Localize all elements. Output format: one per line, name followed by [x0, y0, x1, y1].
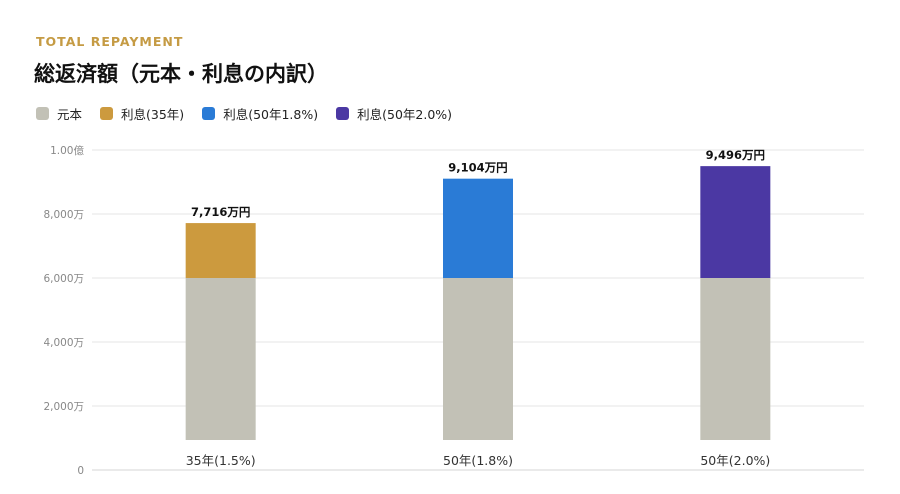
legend-label: 利息(50年2.0%)	[357, 107, 453, 122]
y-tick-label: 6,000万	[43, 273, 84, 285]
y-tick-label: 0	[77, 465, 84, 477]
legend-swatch	[202, 107, 216, 120]
chart-title: 総返済額（元本・利息の内訳）	[34, 62, 328, 86]
legend-item-principal: 元本	[36, 104, 82, 123]
bar-segment	[443, 178, 513, 278]
legend-label: 利息(50年1.8%)	[223, 107, 319, 122]
legend-item-interest-50y-1-8: 利息(50年1.8%)	[202, 104, 318, 123]
legend-item-interest-35y: 利息(35年)	[100, 104, 184, 123]
y-tick-label: 1.00億	[50, 144, 84, 157]
bar-total-label: 9,104万円	[448, 161, 507, 175]
bar-segment	[700, 166, 771, 278]
bar-segment	[443, 278, 513, 440]
legend-label: 利息(35年)	[121, 107, 185, 122]
bar-segment	[185, 278, 256, 440]
bar-segment	[185, 223, 256, 278]
bar-segment	[700, 278, 771, 440]
x-category-label: 50年(1.8%)	[443, 453, 513, 468]
bar-total-label: 9,496万円	[706, 148, 765, 162]
bar-total-label: 7,716万円	[191, 205, 250, 219]
x-category-label: 50年(2.0%)	[700, 453, 770, 468]
legend-swatch	[100, 107, 114, 120]
legend-label: 元本	[57, 107, 83, 122]
legend-item-interest-50y-2-0: 利息(50年2.0%)	[336, 104, 452, 123]
legend-swatch	[336, 107, 350, 120]
y-tick-label: 4,000万	[43, 337, 84, 349]
legend-swatch	[36, 107, 49, 120]
y-tick-label: 8,000万	[43, 209, 84, 221]
chart-legend: 元本 利息(35年) 利息(50年1.8%) 利息(50年2.0%)	[36, 104, 452, 123]
y-tick-label: 2,000万	[43, 401, 84, 413]
x-category-label: 35年(1.5%)	[186, 453, 256, 468]
eyebrow-label: TOTAL REPAYMENT	[36, 34, 184, 49]
